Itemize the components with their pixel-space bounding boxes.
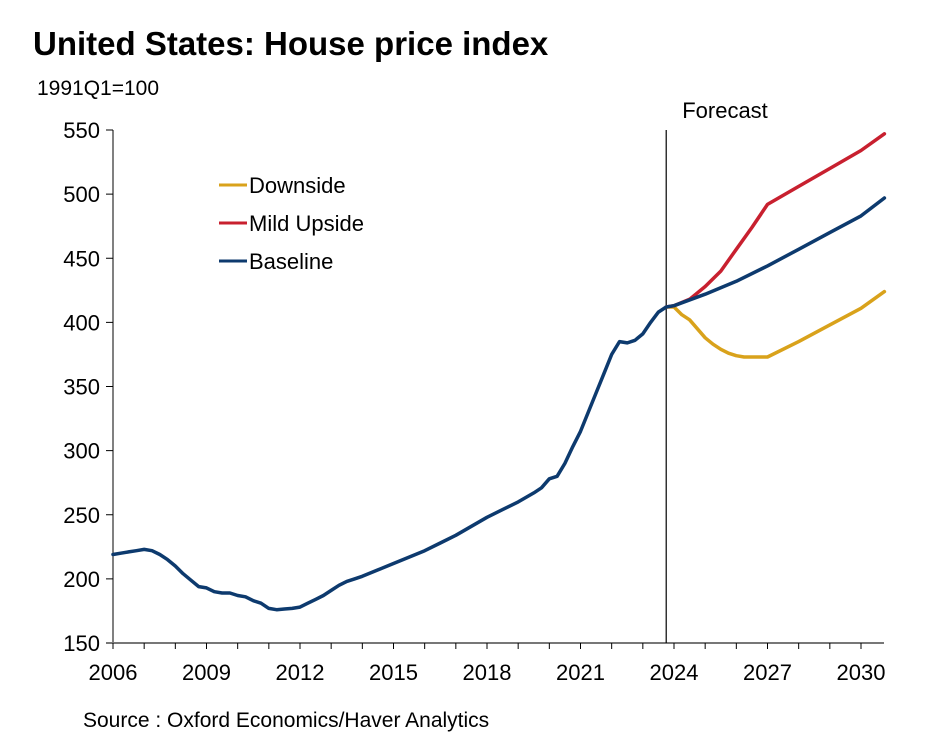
y-tick-label: 550 [63,118,100,143]
legend-label: Downside [249,173,346,198]
series-line-baseline [111,196,887,612]
chart-title: United States: House price index [33,25,549,62]
legend-label: Baseline [249,249,333,274]
legend-label: Mild Upside [249,211,364,236]
x-tick-label: 2021 [556,660,605,685]
x-tick-label: 2009 [182,660,231,685]
legend-item-baseline: Baseline [219,249,333,274]
y-tick-label: 300 [63,439,100,464]
y-tick-label: 200 [63,567,100,592]
x-tick-label: 2006 [89,660,138,685]
y-tick-label: 400 [63,310,100,335]
forecast-label: Forecast [682,98,768,123]
x-tick-label: 2015 [369,660,418,685]
x-axis: 2006 2009 2012 2015 2018 2021 2024 2027 2030 [89,642,886,685]
source-note: Source : Oxford Economics/Haver Analytic… [83,709,489,732]
x-tick-label: 2024 [650,660,699,685]
series-layer [111,132,887,612]
y-tick-label: 350 [63,375,100,400]
legend-item-downside: Downside [219,173,346,198]
y-tick-label: 150 [63,631,100,656]
x-tick-label: 2012 [276,660,325,685]
y-axis-unit-label: 1991Q1=100 [37,77,159,100]
y-axis: 150 200 250 300 350 400 450 500 550 [63,118,114,656]
x-tick-label: 2027 [743,660,792,685]
y-tick-label: 250 [63,503,100,528]
x-tick-label: 2030 [837,660,886,685]
x-tick-label: 2018 [463,660,512,685]
y-tick-label: 450 [63,246,100,271]
legend-item-mild-upside: Mild Upside [219,211,364,236]
legend: Downside Mild Upside Baseline [219,173,364,274]
series-line-downside [664,289,887,359]
y-tick-label: 500 [63,182,100,207]
